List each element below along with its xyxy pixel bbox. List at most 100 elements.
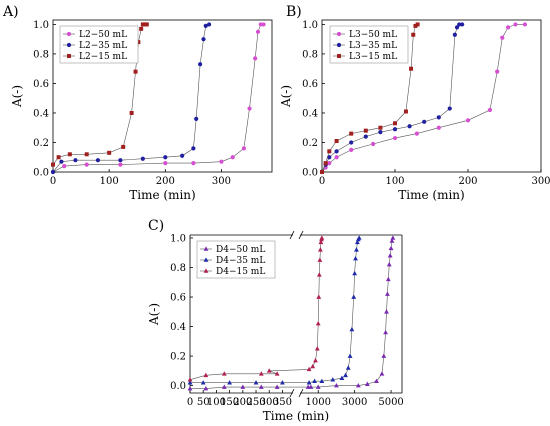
data-point xyxy=(411,32,416,37)
y-tick-label: 0.6 xyxy=(170,293,186,304)
legend-marker xyxy=(203,268,209,273)
series-2 xyxy=(50,22,212,175)
data-point xyxy=(378,125,383,130)
y-tick-label: 0.8 xyxy=(170,263,186,274)
data-point xyxy=(144,22,149,27)
x-tick-label: 300 xyxy=(260,397,279,408)
series-2 xyxy=(319,22,465,175)
x-tick-label: 250 xyxy=(246,397,265,408)
x-tick-label: 300 xyxy=(531,176,550,187)
data-point xyxy=(306,380,312,385)
series-3 xyxy=(320,22,420,174)
data-point xyxy=(221,371,227,376)
data-point xyxy=(343,372,348,378)
x-tick-label: 0 xyxy=(187,397,193,408)
data-point xyxy=(187,380,193,385)
panel-b: B) 0.0 0.2 0.4 0.6 0.8 1.0 0 100 200 300 Time (min)… xyxy=(279,4,550,202)
series-2 xyxy=(187,235,362,385)
data-point xyxy=(355,383,361,388)
data-point xyxy=(84,162,89,167)
legend-label: L3−15 mL xyxy=(349,52,397,62)
y-tick-label: 1.0 xyxy=(33,20,49,31)
data-point xyxy=(388,245,394,251)
data-point xyxy=(330,377,336,382)
data-point xyxy=(316,294,322,299)
panel-c: C) 0.0 0.2 0.4 0.6 0.8 1.0 0 5010015020025030035… xyxy=(147,218,404,423)
data-point xyxy=(191,146,196,151)
data-point xyxy=(513,22,518,27)
legend-marker xyxy=(203,257,209,262)
data-point xyxy=(495,69,500,74)
x-tick-label: 200 xyxy=(458,176,477,187)
data-point xyxy=(387,253,393,258)
legend-label: L3−35 mL xyxy=(349,41,397,51)
legend-marker xyxy=(67,54,71,58)
data-point xyxy=(378,130,383,135)
data-point xyxy=(363,134,368,139)
series-3 xyxy=(187,235,325,382)
legend-label: L2−15 mL xyxy=(79,52,127,62)
x-tick-label: 350 xyxy=(273,397,292,408)
data-point xyxy=(500,35,505,40)
series-line xyxy=(52,24,264,173)
data-point xyxy=(129,110,134,115)
data-point xyxy=(403,109,408,114)
data-point xyxy=(118,158,123,163)
axis-break-mark xyxy=(289,230,304,240)
data-point xyxy=(163,161,168,166)
data-point xyxy=(363,128,368,133)
data-point xyxy=(207,22,212,27)
data-point xyxy=(457,22,462,27)
legend-label: D4−15 mL xyxy=(216,267,265,277)
data-point xyxy=(334,155,339,160)
data-point xyxy=(247,106,252,111)
x-tick-label: 150 xyxy=(220,397,239,408)
data-point xyxy=(390,235,396,240)
legend-label: L2−50 mL xyxy=(79,30,127,40)
series-3 xyxy=(51,22,149,167)
y-tick-label: 0.8 xyxy=(302,49,318,60)
data-point xyxy=(312,378,317,383)
data-point xyxy=(59,159,64,164)
data-point xyxy=(67,152,72,157)
x-axis-label: Time (min) xyxy=(263,409,329,423)
data-point xyxy=(253,56,258,61)
data-point xyxy=(349,326,355,332)
y-axis-label: A(-) xyxy=(10,85,24,108)
y-tick-label: 0.0 xyxy=(33,168,49,179)
data-point xyxy=(187,377,193,382)
x-tick-label: 100 xyxy=(207,397,226,408)
data-point xyxy=(407,124,412,129)
data-point xyxy=(349,140,354,145)
legend-marker xyxy=(66,31,72,37)
data-point xyxy=(354,239,360,245)
legend-label: L3−50 mL xyxy=(349,30,397,40)
data-point xyxy=(315,320,321,326)
legend-label: L2−35 mL xyxy=(79,41,127,51)
data-point xyxy=(241,146,247,151)
data-point xyxy=(334,149,339,154)
data-point xyxy=(452,32,457,37)
data-point xyxy=(201,37,206,42)
data-point xyxy=(258,371,264,376)
data-point xyxy=(351,294,357,299)
data-point xyxy=(180,153,185,158)
data-point xyxy=(354,247,359,252)
panel-label: C) xyxy=(148,218,164,234)
data-point xyxy=(50,169,56,175)
data-point xyxy=(274,384,280,389)
data-point xyxy=(73,158,78,163)
data-point xyxy=(240,384,246,389)
x-tick-label: 0 xyxy=(319,176,325,187)
y-tick-label: 0.6 xyxy=(33,79,49,90)
data-point xyxy=(219,159,224,164)
data-point xyxy=(381,353,387,358)
data-point xyxy=(323,161,328,166)
data-point xyxy=(339,375,345,381)
data-point xyxy=(142,22,147,27)
data-point xyxy=(436,115,441,120)
data-point xyxy=(345,365,351,370)
data-point xyxy=(327,149,332,154)
